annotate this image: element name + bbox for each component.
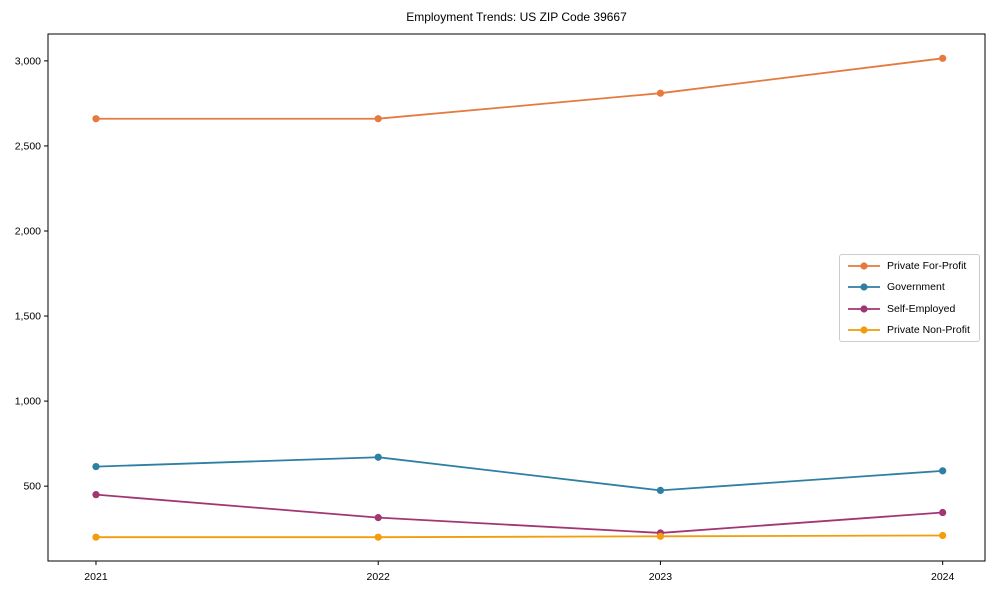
y-tick-label: 500	[23, 481, 41, 493]
legend-label: Private Non-Profit	[887, 324, 970, 337]
legend-line-marker-icon	[848, 305, 880, 313]
legend-line-marker-icon	[848, 283, 880, 291]
legend-line-marker-icon	[848, 326, 880, 334]
series-line-government	[95, 456, 944, 492]
x-tick-label: 2022	[367, 571, 391, 583]
chart-title: Employment Trends: US ZIP Code 39667	[406, 10, 627, 24]
data-point	[939, 508, 947, 517]
legend-label: Government	[887, 281, 945, 294]
series-line-private-non-profit	[95, 534, 944, 539]
data-point	[656, 89, 665, 97]
data-point	[374, 533, 382, 541]
x-tick-label: 2021	[84, 571, 108, 583]
data-point	[374, 453, 382, 461]
legend-item: Government	[840, 277, 979, 299]
series-line-private-for-profit	[95, 57, 944, 120]
legend-item: Self-Employed	[840, 298, 979, 320]
plot-border	[47, 33, 986, 562]
data-point	[374, 514, 382, 522]
data-point	[374, 115, 382, 123]
legend: Private For-Profit Government Self-Employe…	[839, 254, 980, 342]
legend-line-marker-icon	[848, 262, 880, 270]
y-tick-label: 2,500	[15, 140, 41, 152]
legend-label: Self-Employed	[887, 302, 956, 315]
legend-item: Private For-Profit	[840, 255, 979, 277]
data-point	[92, 115, 100, 123]
y-tick-label: 3,000	[15, 55, 41, 67]
y-tick-label: 1,500	[15, 311, 41, 323]
legend-item: Private Non-Profit	[840, 320, 979, 342]
y-tick-label: 1,000	[15, 396, 41, 408]
data-point	[939, 54, 947, 62]
data-point	[92, 533, 100, 541]
data-point	[92, 462, 100, 471]
data-point	[656, 486, 665, 495]
y-tick-label: 2,000	[15, 225, 41, 237]
data-point	[939, 531, 947, 540]
legend-label: Private For-Profit	[887, 259, 967, 272]
data-point	[939, 467, 947, 475]
data-point	[92, 491, 100, 499]
data-point	[656, 532, 665, 540]
x-tick-label: 2024	[931, 571, 955, 583]
series-line-self-employed	[95, 493, 944, 534]
x-tick-label: 2023	[649, 571, 673, 583]
